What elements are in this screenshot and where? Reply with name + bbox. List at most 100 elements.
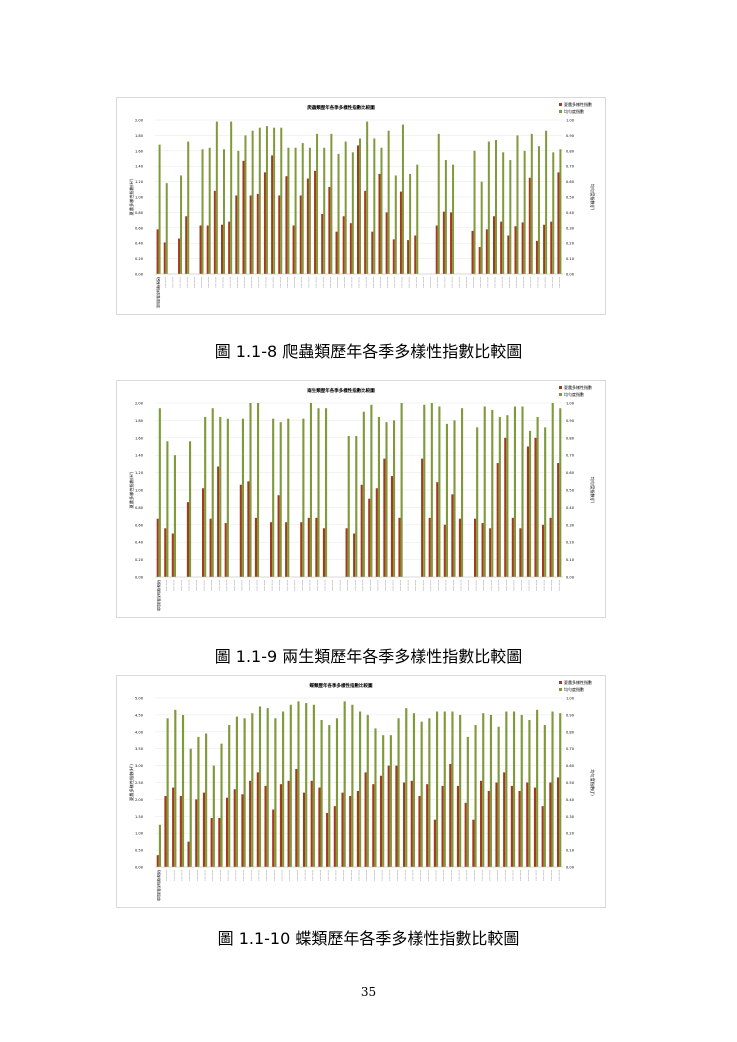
y2-axis-title: 均勻度指數(J') (589, 769, 596, 796)
legend-label: 均勻度指數 (564, 686, 584, 692)
bar-shannon (356, 790, 359, 867)
bar-evenness (387, 130, 390, 274)
bar-shannon (256, 193, 259, 274)
bar-evenness (380, 147, 383, 274)
bar-evenness (208, 147, 211, 274)
bar-evenness (325, 408, 328, 577)
y2-tick-label: 0.80 (566, 436, 575, 440)
bar-evenness (166, 718, 169, 867)
bar-evenness (228, 725, 231, 867)
y2-tick-label: 0.10 (566, 849, 575, 853)
bar-shannon (171, 533, 174, 577)
y2-tick-label: 0.70 (566, 165, 575, 169)
y-tick-label: 1.00 (135, 832, 144, 836)
bar-shannon (549, 517, 552, 577)
bar-evenness (362, 411, 365, 577)
bar-evenness (452, 164, 455, 274)
bar-shannon (421, 458, 424, 577)
bar-shannon (407, 240, 410, 274)
bar-evenness (273, 127, 276, 274)
bar-shannon (318, 787, 321, 867)
bar-evenness (244, 135, 247, 274)
bar-shannon (241, 794, 244, 867)
bar-shannon (299, 195, 302, 274)
bar-shannon (414, 235, 417, 274)
bar-evenness (347, 436, 350, 577)
bar-evenness (230, 121, 233, 274)
y2-tick-label: 0.50 (566, 781, 575, 785)
bar-evenness (520, 714, 523, 867)
y2-tick-label: 1.00 (566, 402, 575, 406)
y2-tick-label: 0.40 (566, 798, 575, 802)
bar-shannon (233, 789, 236, 867)
bar-evenness (279, 422, 282, 577)
bar-shannon (225, 797, 229, 867)
bar-evenness (180, 175, 183, 274)
bar-shannon (364, 190, 367, 274)
bar-shannon (511, 517, 514, 577)
bar-shannon (503, 772, 506, 867)
x-category-label: 環境影響說明書(現況) (156, 277, 161, 308)
bar-evenness (482, 713, 485, 867)
y-tick-label: 0.60 (135, 226, 144, 230)
bar-shannon (202, 792, 206, 867)
y2-tick-label: 0.30 (566, 226, 575, 230)
bar-evenness (428, 718, 431, 867)
bar-evenness (437, 133, 440, 274)
bar-evenness (459, 714, 462, 867)
bar-evenness (265, 126, 268, 274)
bar-shannon (321, 213, 324, 274)
bar-evenness (366, 121, 369, 274)
reptile-diversity-chart: 爬蟲類歷年各季多樣性指數比較圖 夏農多樣性指數 均勻度指數 0.00 0.20 0.40 0… (116, 97, 606, 315)
bar-shannon (399, 191, 402, 274)
bar-shannon (478, 247, 481, 274)
bar-evenness (505, 711, 508, 867)
bar-shannon (279, 784, 283, 867)
bar-evenness (385, 422, 388, 577)
bar-shannon (392, 239, 395, 274)
bar-evenness (545, 130, 548, 274)
bar-evenness (189, 748, 192, 867)
figure-caption: 圖 1.1-10 蝶類歷年各季多樣性指數比較圖 (217, 929, 520, 948)
y-tick-label: 1.80 (135, 134, 144, 138)
bar-evenness (359, 711, 362, 867)
y-tick-label: 4.00 (135, 730, 144, 734)
y-tick-label: 0.80 (135, 506, 144, 510)
bar-evenness (502, 152, 505, 274)
y-axis-title: 夏農多樣性指數(H') (128, 178, 135, 215)
bar-evenness (166, 441, 169, 577)
bar-shannon (521, 222, 524, 274)
bar-shannon (441, 785, 444, 867)
bar-shannon (428, 517, 431, 577)
bar-evenness (529, 430, 532, 577)
bar-shannon (235, 195, 238, 274)
bar-evenness (370, 404, 373, 577)
y-tick-label: 2.00 (135, 798, 144, 802)
y-tick-label: 1.50 (135, 815, 144, 819)
bar-evenness (287, 147, 290, 274)
bar-evenness (377, 416, 381, 577)
bar-shannon (224, 523, 227, 577)
bar-shannon (541, 524, 545, 577)
bar-evenness (189, 441, 192, 577)
y2-tick-label: 0.90 (566, 419, 575, 423)
y2-tick-label: 0.40 (566, 506, 575, 510)
bar-shannon (163, 242, 166, 274)
bar-evenness (158, 824, 162, 867)
bar-evenness (537, 146, 540, 274)
bar-evenness (316, 133, 319, 274)
bar-shannon (480, 780, 483, 867)
bar-evenness (249, 403, 252, 577)
y2-tick-label: 1.00 (566, 119, 575, 123)
bar-shannon (209, 518, 212, 577)
bar-evenness (174, 709, 177, 867)
bar-shannon (213, 190, 216, 274)
y-tick-label: 0.60 (135, 523, 144, 527)
bar-evenness (528, 719, 531, 867)
y-tick-label: 1.80 (135, 419, 144, 423)
chart-title: 蝶類歷年各季多樣性指數比較圖 (310, 682, 373, 689)
bar-evenness (173, 455, 177, 577)
bar-shannon (500, 221, 503, 274)
bar-evenness (243, 718, 246, 867)
bar-evenness (423, 404, 426, 577)
